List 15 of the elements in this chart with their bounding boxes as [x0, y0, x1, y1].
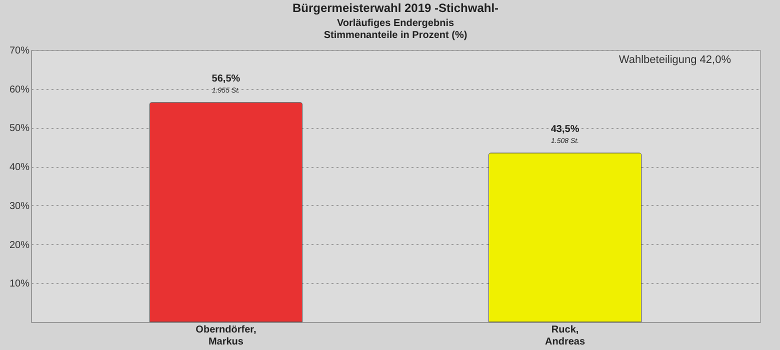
chart-subtitle: Vorläufiges Endergebnis: [336, 18, 454, 29]
y-tick-label: 20%: [9, 240, 30, 251]
data-label: 56,5%: [212, 73, 240, 84]
chart-title: Bürgermeisterwahl 2019 -Stichwahl-: [292, 1, 499, 15]
y-tick-label: 70%: [9, 46, 30, 56]
y-tick-label: 50%: [9, 123, 30, 134]
y-axis-title: Stimmenanteile in Prozent (%): [324, 30, 468, 41]
y-tick-label: 10%: [9, 278, 30, 290]
annotation: Wahlbeteiligung 42,0%: [618, 54, 732, 66]
x-tick-label: Ruck, Andreas: [545, 324, 586, 348]
data-label: 43,5%: [550, 124, 580, 135]
y-tick-label: 30%: [9, 200, 30, 212]
y-tick-label: 40%: [9, 162, 30, 174]
y-tick-label: 60%: [9, 84, 30, 96]
x-tick-label: Oberndörfer, Markus: [196, 324, 256, 348]
